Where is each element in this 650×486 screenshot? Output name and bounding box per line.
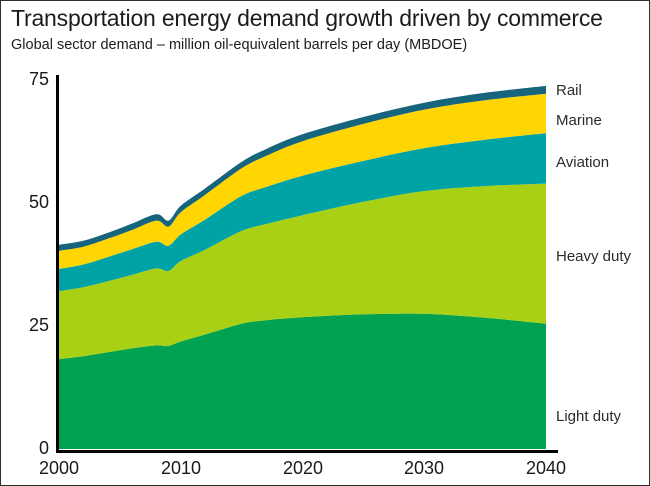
- area-light-duty: [59, 313, 546, 449]
- y-axis-line: [56, 75, 59, 453]
- x-tick-2030: 2030: [403, 458, 445, 478]
- x-axis-line: [56, 450, 558, 453]
- legend-label-heavy-duty: Heavy duty: [556, 248, 632, 265]
- y-tick-25: 25: [28, 315, 49, 335]
- x-tick-2020: 2020: [282, 458, 324, 478]
- area-marine: [59, 93, 546, 269]
- y-tick-75: 75: [28, 69, 49, 89]
- y-tick-0: 0: [38, 438, 49, 458]
- area-rail: [59, 85, 546, 251]
- area-heavy-duty: [59, 183, 546, 360]
- x-tick-2000: 2000: [38, 458, 80, 478]
- legend-label-rail: Rail: [556, 82, 582, 99]
- legend-label-aviation: Aviation: [556, 154, 610, 171]
- x-tick-2010: 2010: [160, 458, 202, 478]
- chart-subtitle: Global sector demand – million oil-equiv…: [11, 37, 468, 53]
- chart-title: Transportation energy demand growth driv…: [11, 5, 603, 31]
- legend-label-light-duty: Light duty: [556, 408, 622, 425]
- legend-label-marine: Marine: [556, 112, 602, 129]
- area-aviation: [59, 133, 546, 292]
- area-series-group: [59, 85, 546, 449]
- y-tick-50: 50: [28, 192, 49, 212]
- x-tick-2040: 2040: [525, 458, 567, 478]
